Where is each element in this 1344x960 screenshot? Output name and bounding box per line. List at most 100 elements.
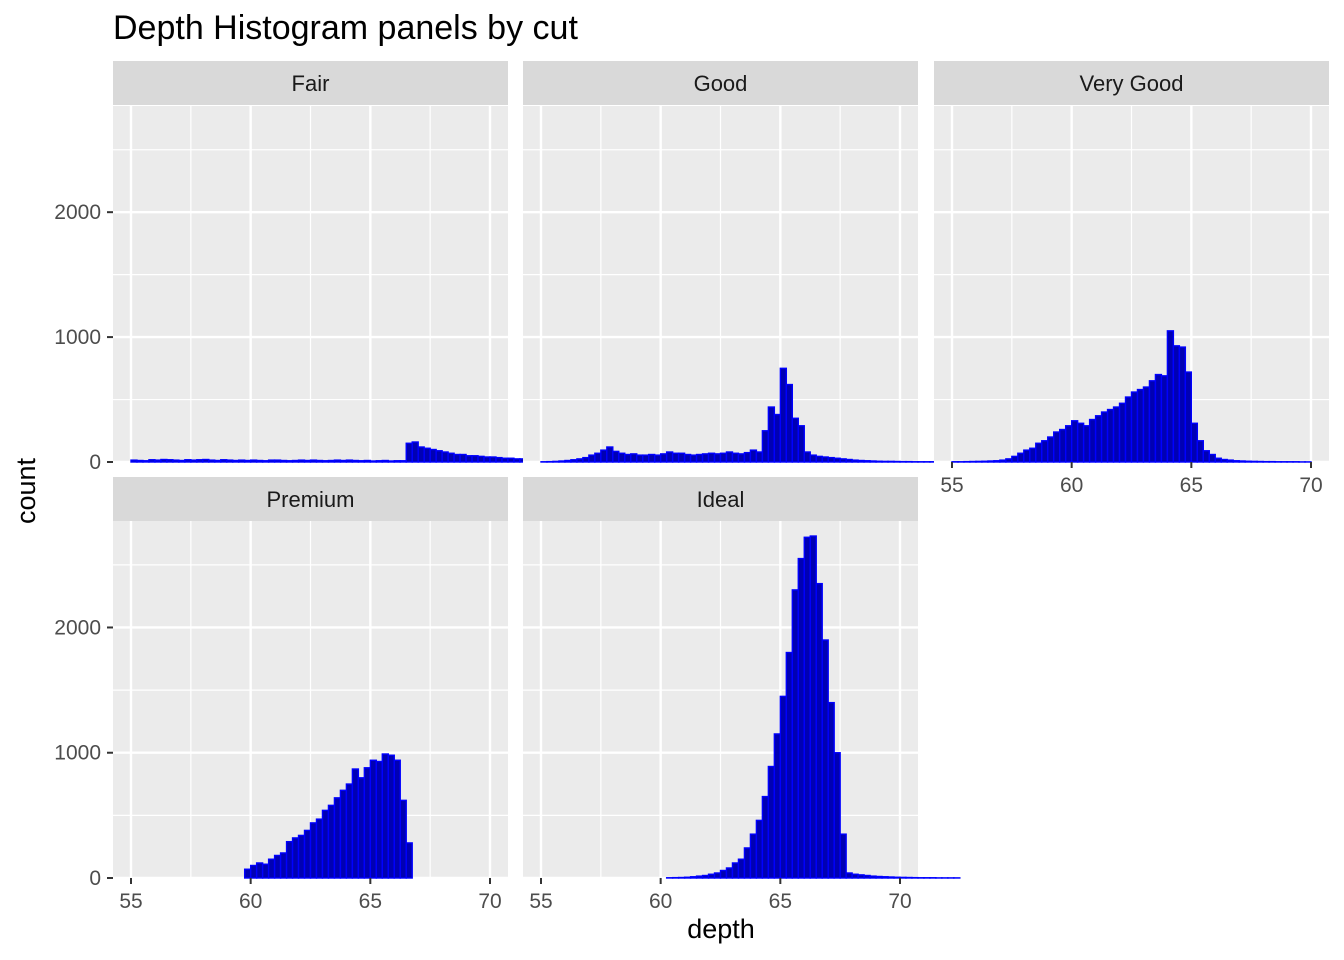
y-tick-label: 1000 [54,742,101,765]
histogram-bar [1208,453,1216,463]
histogram-bar [429,448,437,463]
histogram-bar [1005,458,1013,463]
facet-panel-ideal: Ideal 55 60 65 70 [523,477,961,913]
histogram-bar [483,456,491,463]
histogram-bar [387,754,395,879]
histogram-bar [1118,402,1127,463]
histogram-bar [869,875,877,879]
histogram-bar [552,460,560,463]
histogram-bar [1017,452,1025,463]
histogram-bar [315,818,324,879]
histogram-bar [363,459,372,463]
histogram-bar [677,876,686,879]
histogram-bar [435,450,443,463]
histogram-bar [659,453,668,463]
histogram-bar [755,819,764,879]
histogram-bar [1064,425,1073,463]
histogram-bar [749,449,758,463]
histogram-bar [327,804,336,879]
histogram-bar [1023,449,1031,463]
histogram-bar [851,459,859,463]
facet-panel-premium: Premium 0 1000 2000 55 60 65 70 [54,477,508,913]
histogram-bar [1172,345,1181,463]
histogram-bar [689,454,698,463]
histogram-bar [821,456,829,463]
histogram-bar [695,875,704,879]
histogram-bar [648,453,656,463]
histogram-bar [184,459,192,463]
histogram-bar [309,822,318,879]
histogram-bar [791,589,799,879]
histogram-bar [737,858,746,879]
histogram-bar [267,858,276,879]
histogram-bar [564,459,572,463]
histogram-bar [369,759,378,879]
histogram-bar [653,454,662,463]
histogram-bar [1011,455,1019,463]
histogram-bar [612,450,620,463]
facet-strip [934,61,1329,105]
facet-strip [113,61,508,105]
histogram-bar [459,453,467,463]
histogram-bar [893,876,901,879]
histogram-bar [249,459,258,463]
histogram-bar [190,459,198,463]
histogram-bar [297,459,306,463]
histogram-bar [333,459,342,463]
histogram-bar [797,557,805,879]
histogram-bar [1154,373,1163,463]
histogram-bar [417,446,425,463]
histogram-bar [399,799,407,879]
histogram-bar [1094,415,1103,463]
histogram-bar [755,451,764,463]
histogram-bar [339,459,348,463]
histogram-bar [683,453,692,463]
histogram-bar [570,459,578,463]
histogram-bar [321,460,330,463]
histogram-bar [576,458,584,463]
histogram-bar [1238,460,1246,463]
histogram-bar [785,651,793,879]
histogram-bar [1226,459,1234,463]
histogram-bar [761,795,770,879]
histogram-bar [1148,380,1157,463]
histogram-bar [303,829,312,879]
histogram-bar [220,459,228,463]
histogram-bar [1070,420,1079,463]
histogram-bar [1082,425,1091,463]
histogram-bar [887,876,895,879]
x-tick-label: 55 [119,890,142,913]
histogram-bar [719,869,728,879]
histogram-bar [618,452,626,463]
histogram-bar [1142,386,1151,463]
histogram-bar [148,459,156,463]
histogram-bar [875,460,883,463]
histogram-bar [471,455,479,463]
histogram-bar [695,453,704,463]
histogram-bar [713,453,722,463]
histogram-bar [582,456,590,463]
histogram-bar [725,451,734,463]
histogram-bar [1047,436,1055,463]
histogram-bar [237,459,246,463]
histogram-bar [1202,450,1210,463]
histogram-bar [1124,396,1133,463]
histogram-bar [737,453,746,463]
histogram-bar [839,458,847,463]
histogram-bar [999,459,1007,463]
histogram-bar [285,840,294,879]
histogram-bar [725,867,734,879]
histogram-bar [719,452,728,463]
histogram-bar [689,876,698,879]
histogram-bar [309,459,318,463]
histogram-bar [381,753,389,879]
histogram-bar [773,733,782,879]
histogram-bar [815,582,823,879]
histogram-bar [833,752,841,879]
histogram-bar [606,446,614,463]
histogram-bar [636,454,644,463]
x-tick-label: 55 [940,474,963,497]
histogram-bar [501,457,509,463]
histogram-bar [809,454,817,463]
histogram-bar [393,460,401,463]
